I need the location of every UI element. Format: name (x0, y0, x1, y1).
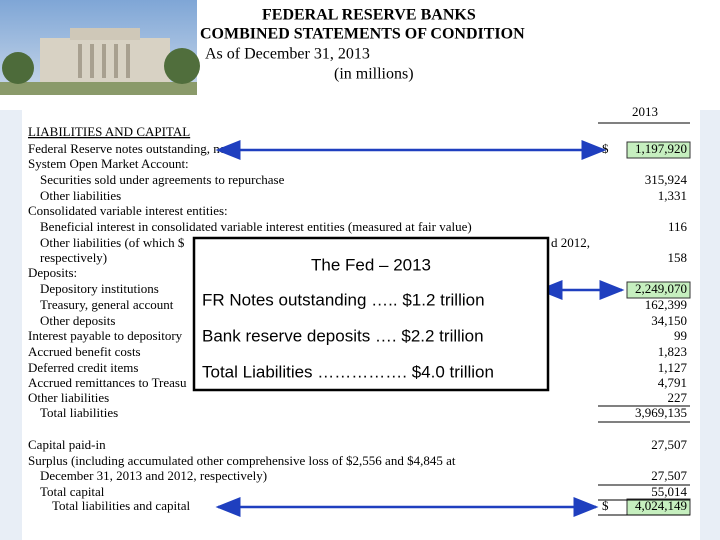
row-label: Interest payable to depository (28, 328, 183, 343)
row-label: Total capital (40, 484, 105, 499)
units: (in millions) (334, 66, 414, 83)
row-value: 162,399 (645, 297, 687, 312)
side-texture (700, 110, 720, 540)
row-value: 99 (674, 328, 687, 343)
row-value: 4,024,149 (635, 498, 687, 513)
row-label: Depository institutions (40, 281, 159, 296)
row-label: Other liabilities (40, 188, 121, 203)
row-value: 27,507 (651, 437, 687, 452)
row-value: 27,507 (651, 468, 687, 483)
callout-title: The Fed – 2013 (311, 255, 431, 274)
callout: The Fed – 2013 FR Notes outstanding ….. … (192, 236, 550, 392)
row-label: Surplus (including accumulated other com… (28, 453, 456, 468)
row-label: Deposits: (28, 265, 77, 280)
highlight (626, 141, 691, 159)
row-value: 3,969,135 (635, 405, 687, 420)
row-label: December 31, 2013 and 2012, respectively… (40, 468, 267, 483)
row-value: 55,014 (651, 484, 687, 499)
row-label: Other deposits (40, 313, 115, 328)
row-label: Consolidated variable interest entities: (28, 203, 228, 218)
row-label: Treasury, general account (40, 297, 174, 312)
row-value: 2,249,070 (635, 281, 687, 296)
column-header: 2013 (632, 104, 658, 119)
row-value: 4,791 (658, 375, 687, 390)
row-value: 116 (668, 219, 688, 234)
row-value: 315,924 (645, 172, 688, 187)
currency: $ (602, 498, 609, 513)
row-label-end: d 2012, (551, 235, 590, 250)
building-photo (0, 0, 200, 95)
row-value: 1,127 (658, 360, 688, 375)
row-label: Other liabilities (of which $ (40, 235, 185, 250)
row-value: 34,150 (651, 313, 687, 328)
section-heading: LIABILITIES AND CAPITAL (28, 124, 190, 139)
callout-line: Total Liabilities ……………. $4.0 trillion (202, 362, 494, 381)
row-label: System Open Market Account: (28, 156, 189, 171)
side-texture (0, 110, 22, 540)
row-value: 1,331 (658, 188, 687, 203)
row-label: Federal Reserve notes outstanding, net (28, 141, 229, 156)
callout-line: FR Notes outstanding ….. $1.2 trillion (202, 290, 485, 309)
currency: $ (602, 141, 609, 156)
row-label: Deferred credit items (28, 360, 138, 375)
row-label: Other liabilities (28, 390, 109, 405)
row-label: Beneficial interest in consolidated vari… (40, 219, 472, 234)
subtitle: COMBINED STATEMENTS OF CONDITION (200, 26, 525, 43)
row-label: Securities sold under agreements to repu… (40, 172, 285, 187)
row-value: 227 (668, 390, 688, 405)
callout-line: Bank reserve deposits …. $2.2 trillion (202, 326, 484, 345)
row-label: Total liabilities and capital (52, 498, 190, 513)
row-label: Accrued remittances to Treasu (28, 375, 187, 390)
table-rows: Federal Reserve notes outstanding, net $1… (28, 141, 691, 516)
row-label: Accrued benefit costs (28, 344, 141, 359)
row-label: Total liabilities (40, 405, 118, 420)
date: As of December 31, 2013 (205, 46, 370, 63)
row-value: 1,823 (658, 344, 687, 359)
title: FEDERAL RESERVE BANKS (262, 7, 476, 24)
arrows (215, 140, 625, 517)
row-label: respectively) (40, 250, 107, 265)
row-value: 1,197,920 (635, 141, 687, 156)
row-value: 158 (668, 250, 688, 265)
highlight (626, 281, 691, 299)
row-label: Capital paid-in (28, 437, 106, 452)
